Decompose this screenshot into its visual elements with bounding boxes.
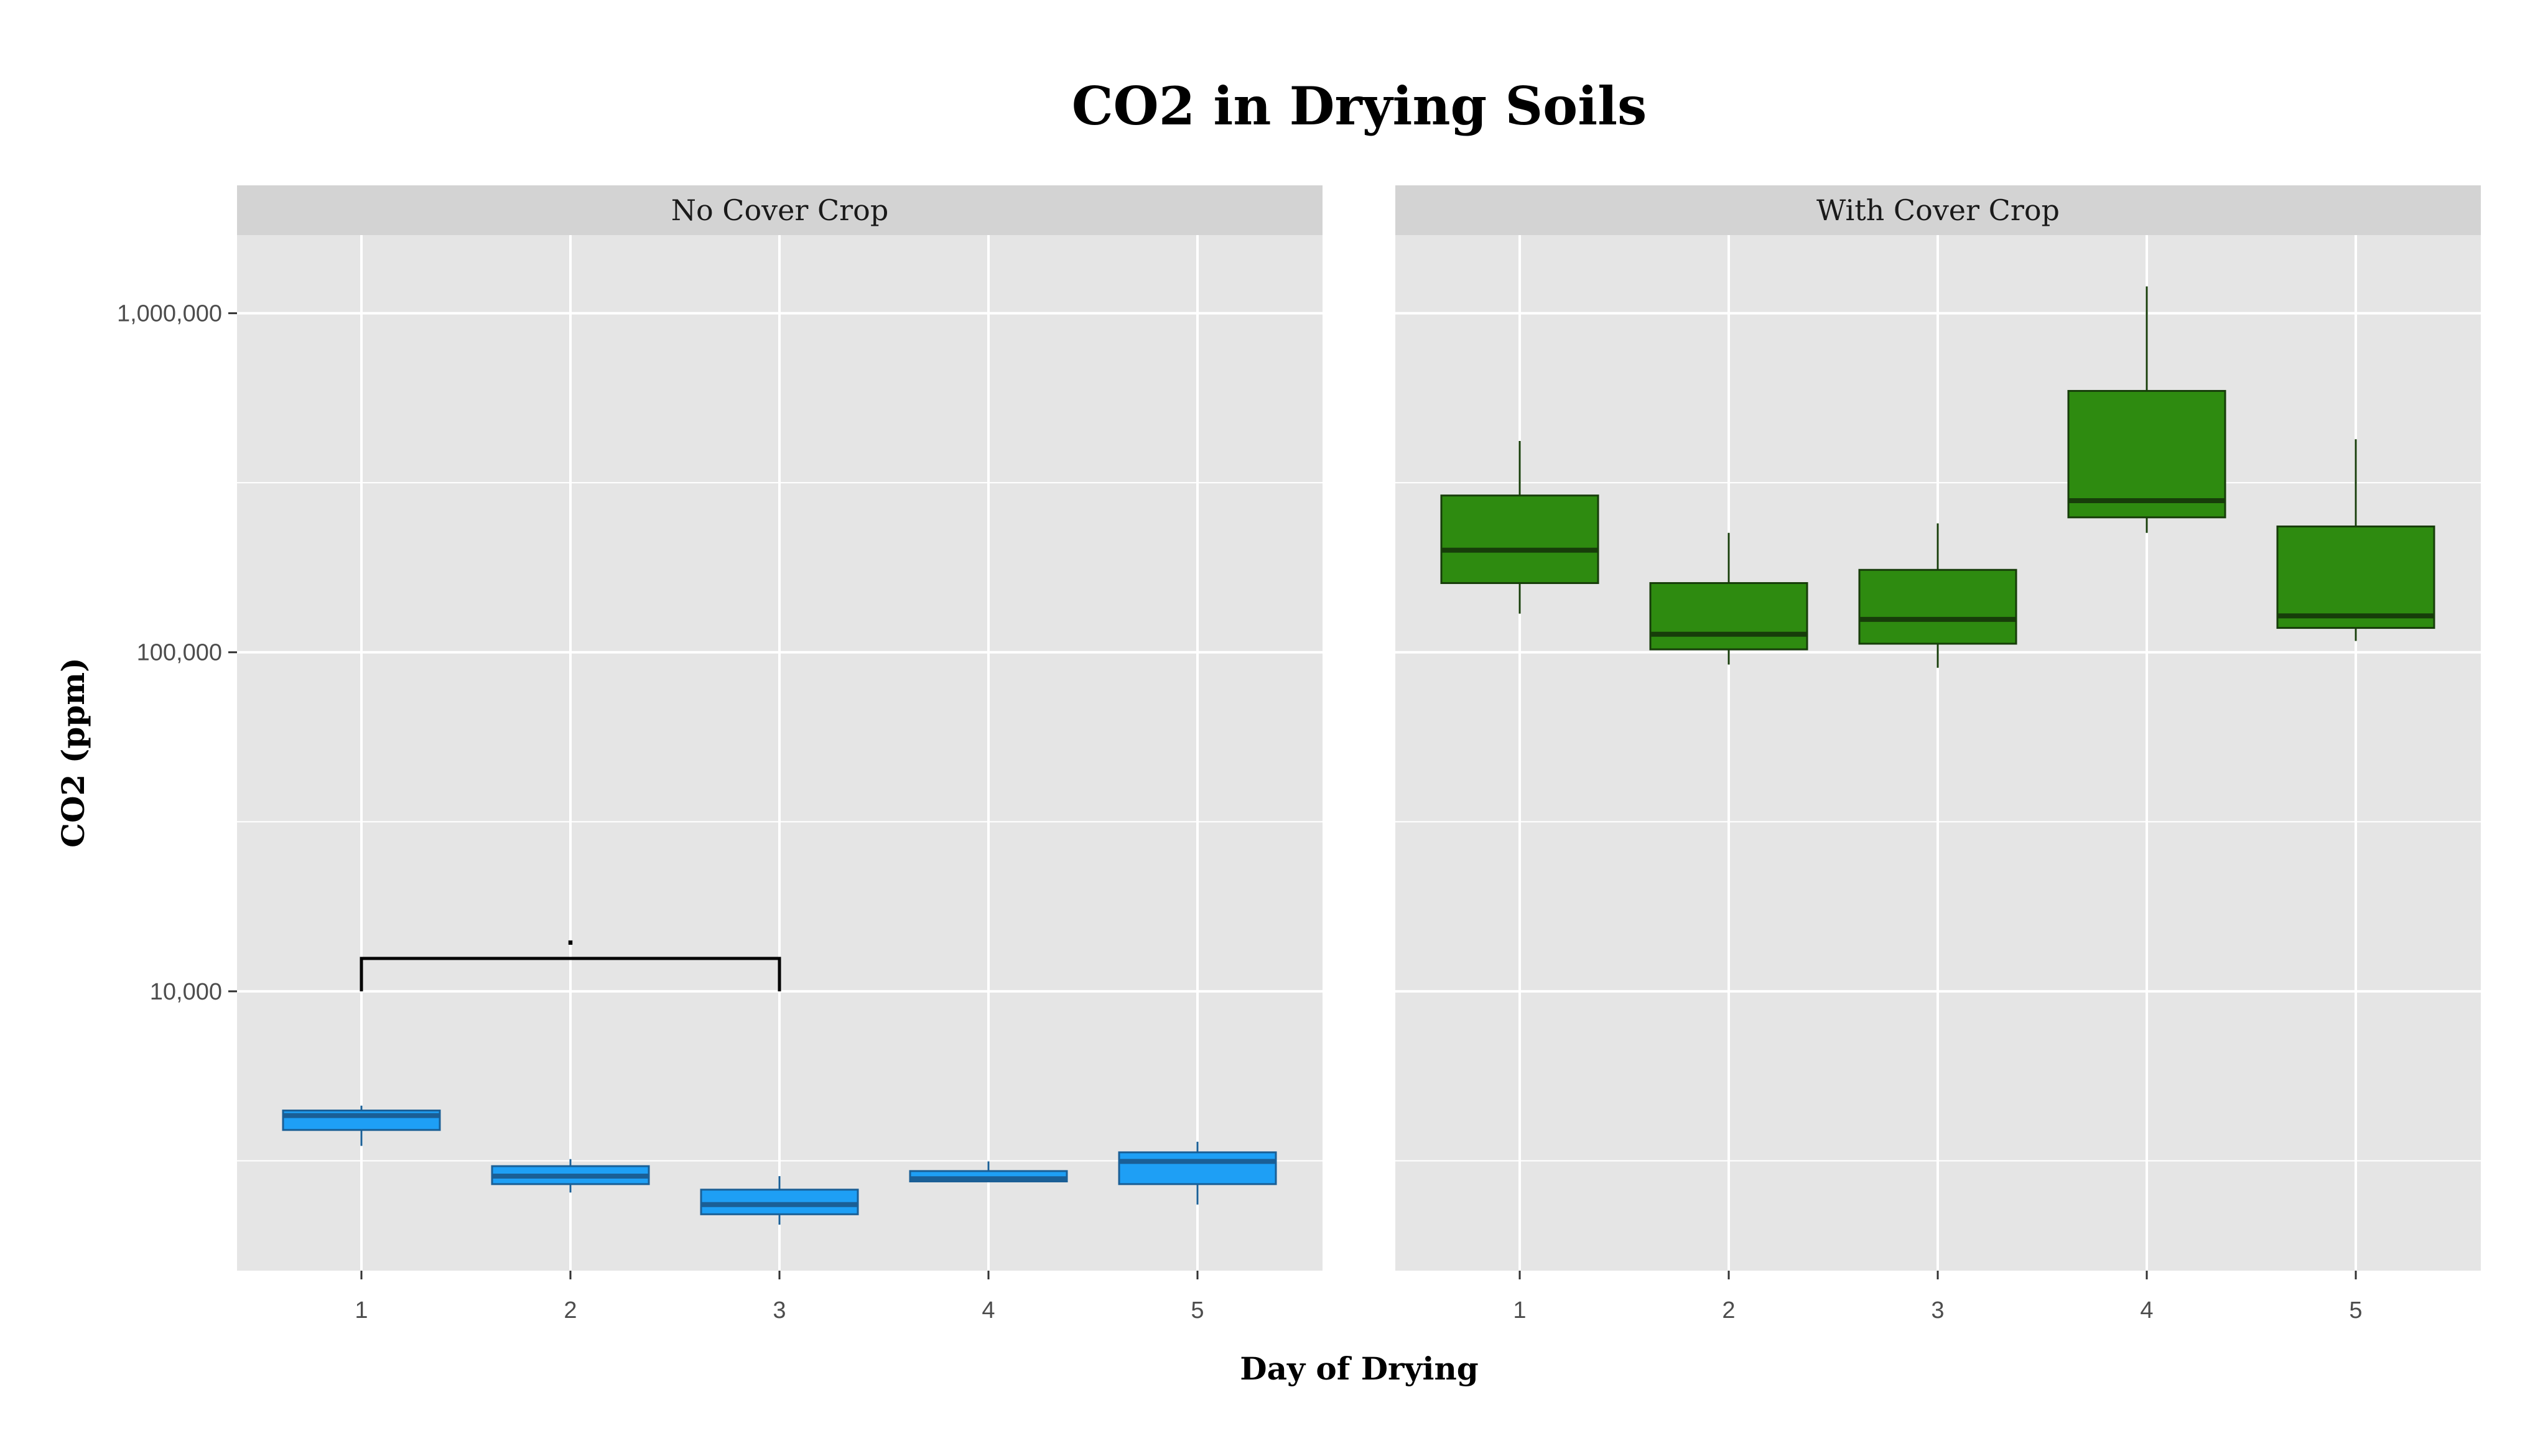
x-tick-label: 4 — [2140, 1297, 2153, 1324]
y-axis-tick-labels: 10,000 100,000 1,000,000 — [117, 301, 237, 1005]
box-plot — [1649, 532, 1808, 665]
facet-panels: No Cover Crop 1 2 3 4 5. With Cover Crop 1 2 3 4 5 — [237, 185, 2481, 1324]
box-iqr — [1858, 568, 2017, 645]
facet-panel: With Cover Crop 1 2 3 4 5 — [1395, 185, 2481, 1324]
box-plot — [282, 1105, 441, 1146]
box-iqr — [1118, 1151, 1277, 1185]
box-plot — [491, 1159, 650, 1193]
box-iqr — [1440, 494, 1599, 584]
x-tick-label: 4 — [982, 1297, 995, 1324]
x-tick-label: 1 — [1513, 1297, 1526, 1324]
x-tick-label: 3 — [1931, 1297, 1944, 1324]
box-iqr — [700, 1189, 859, 1215]
facet-strip-label: With Cover Crop — [1816, 193, 2060, 227]
x-tick-label: 2 — [1722, 1297, 1735, 1324]
box-plot — [909, 1161, 1068, 1183]
facet-strip-label: No Cover Crop — [671, 193, 889, 227]
box-iqr — [2067, 390, 2226, 519]
facet-strip — [237, 185, 1323, 235]
box-iqr — [2276, 525, 2435, 629]
x-tick-label: 2 — [564, 1297, 577, 1324]
box-plot — [2067, 286, 2226, 533]
significance-bracket — [360, 957, 781, 991]
box-plot — [1858, 523, 2017, 668]
box-plot — [1440, 440, 1599, 614]
facet-strip — [1395, 185, 2481, 235]
x-tick-label: 5 — [2349, 1297, 2362, 1324]
facet-panel: No Cover Crop 1 2 3 4 5. — [237, 185, 1323, 1324]
x-tick-label: 5 — [1191, 1297, 1204, 1324]
box-plot — [1118, 1141, 1277, 1205]
box-plot — [2276, 439, 2435, 641]
y-axis-title: CO2 (ppm) — [55, 657, 91, 848]
y-tick-label: 100,000 — [137, 640, 222, 666]
significance-label: . — [567, 919, 575, 951]
box-plot — [700, 1176, 859, 1225]
box-iqr — [1649, 582, 1808, 651]
x-tick-label: 3 — [773, 1297, 786, 1324]
y-tick-label: 1,000,000 — [117, 301, 222, 327]
chart-title: CO2 in Drying Soils — [1072, 75, 1647, 137]
x-axis-title: Day of Drying — [1240, 1350, 1479, 1387]
x-tick-label: 1 — [355, 1297, 368, 1324]
y-tick-label: 10,000 — [150, 979, 222, 1005]
